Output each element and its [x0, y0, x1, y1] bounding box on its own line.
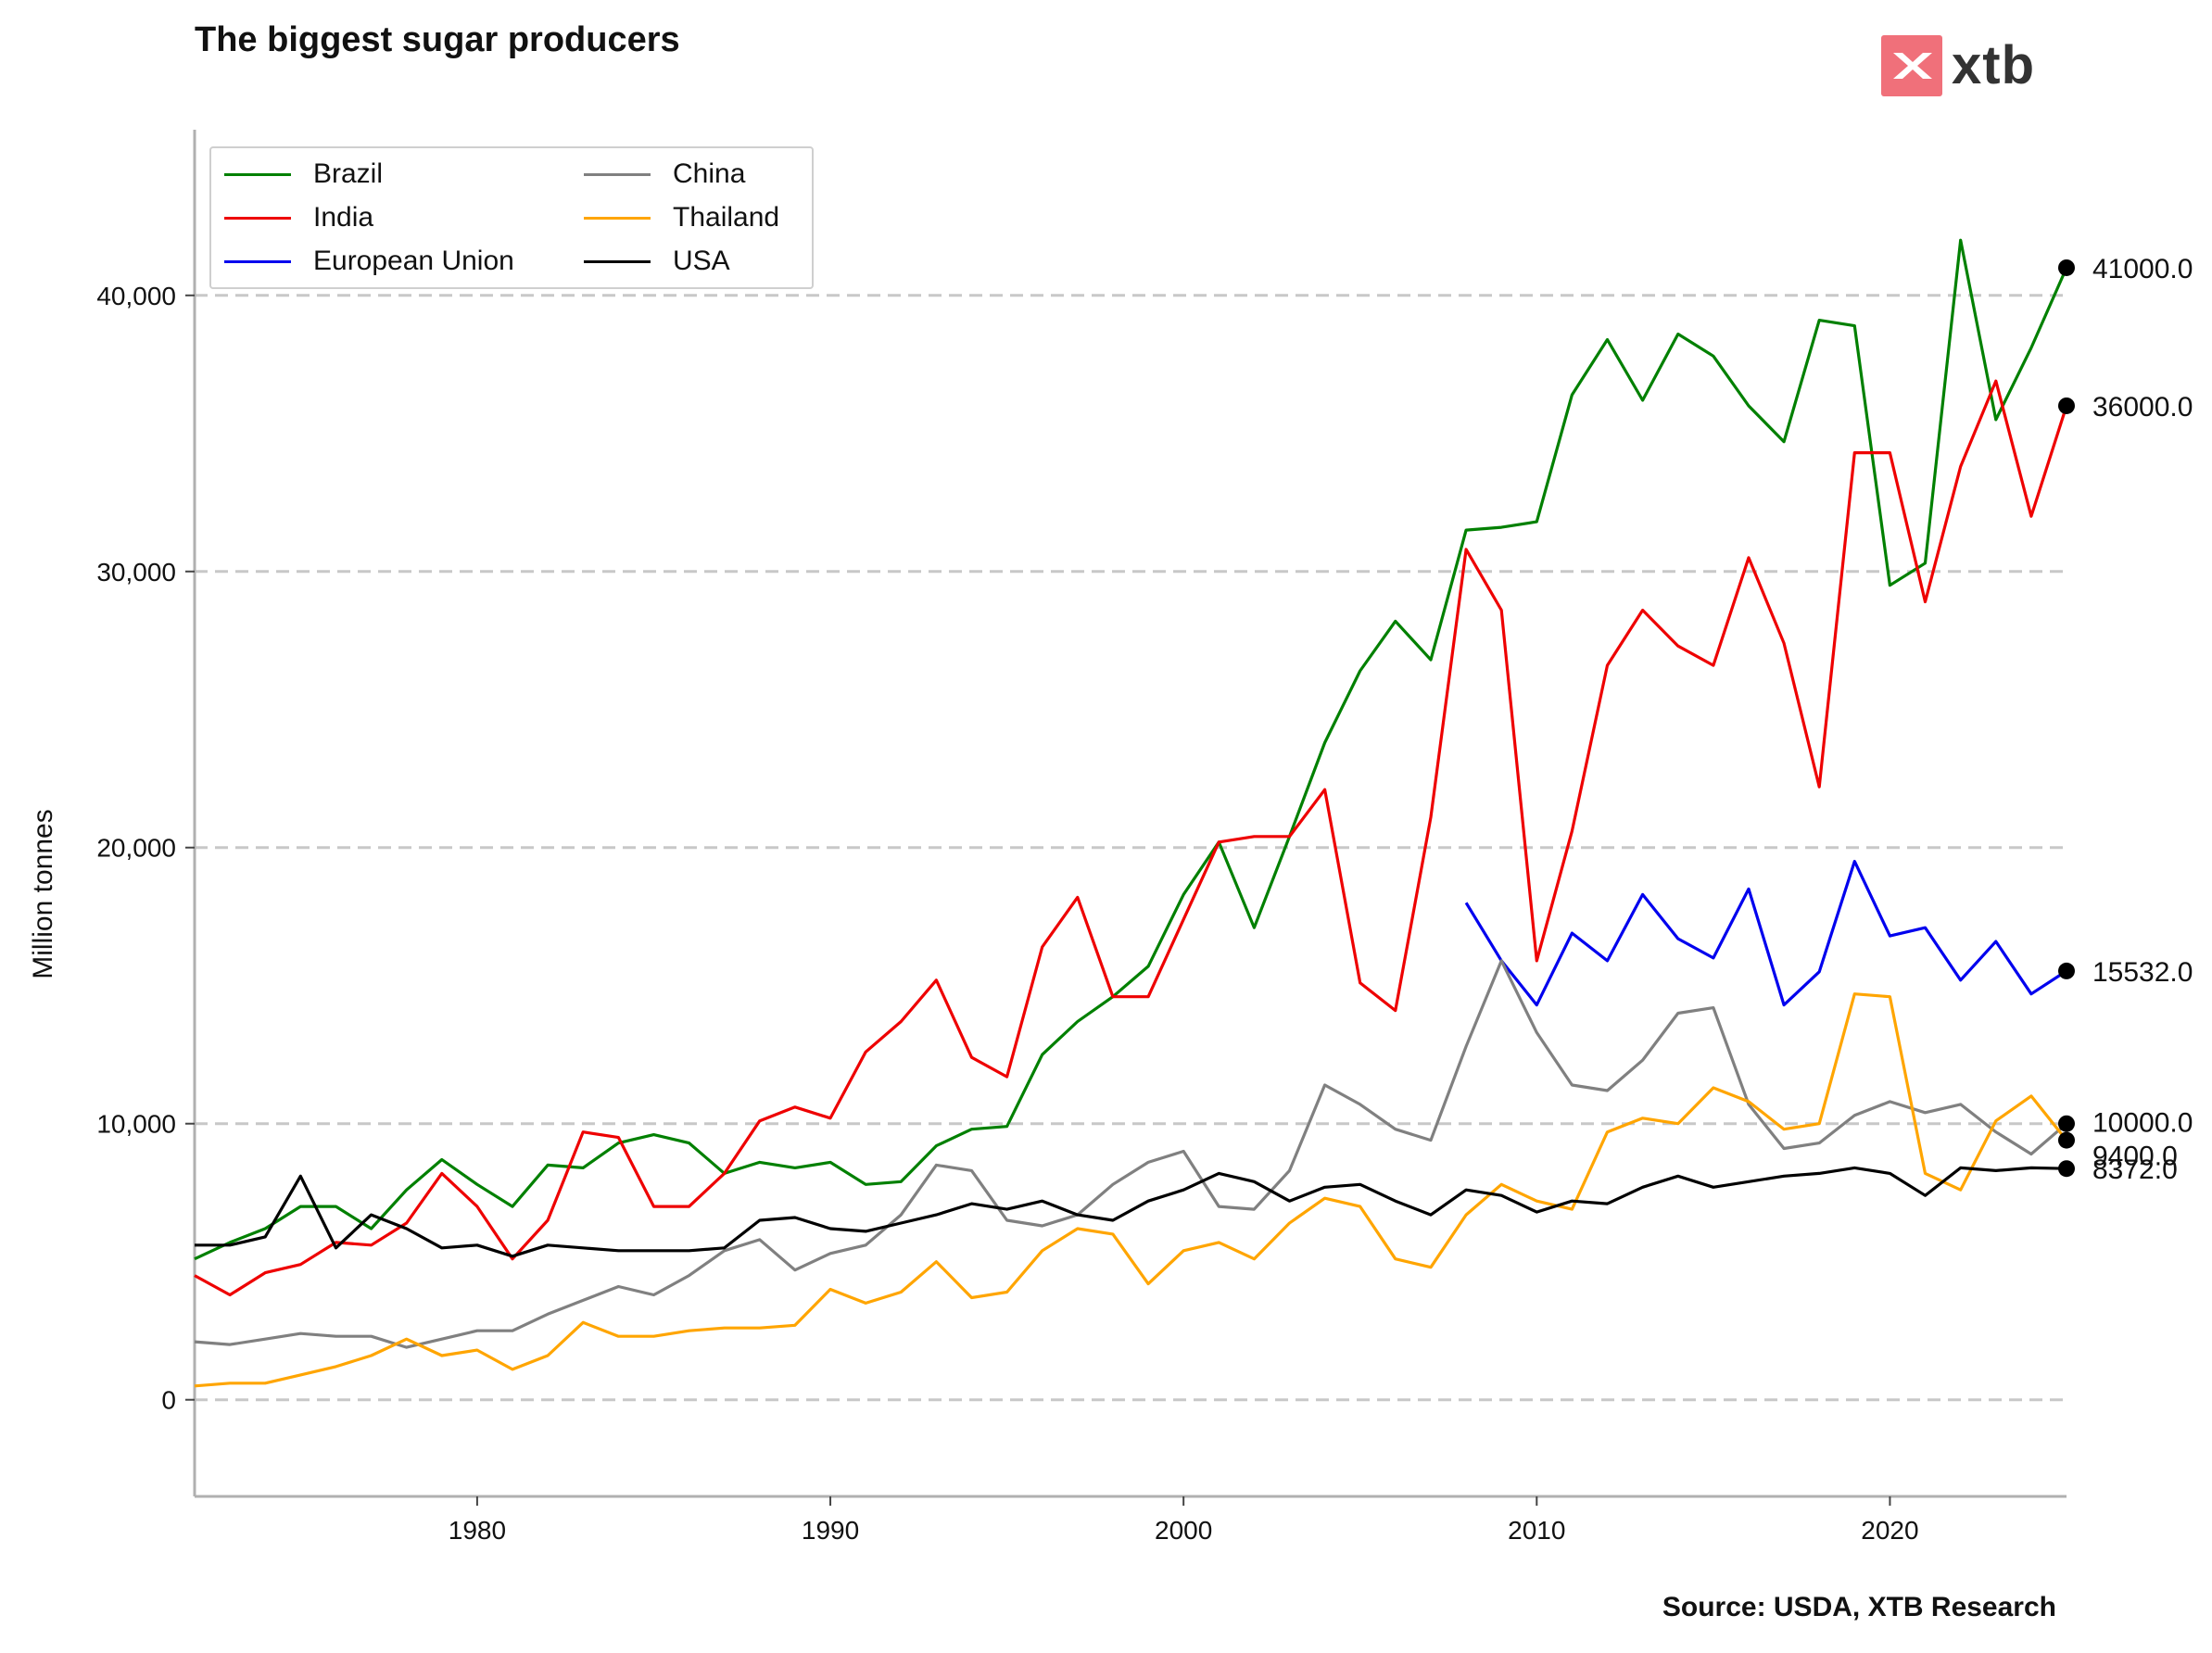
xtb-logo-icon [1881, 35, 1942, 96]
legend-item-european-union: European Union [224, 243, 514, 280]
x-tick-label-1980: 1980 [449, 1516, 506, 1545]
legend-label-china: China [673, 158, 746, 189]
legend-swatch-india [224, 216, 291, 220]
x-tick-label-1990: 1990 [802, 1516, 859, 1545]
xtb-logo: xtb [1881, 35, 2035, 96]
legend: Brazil India European Union China Thailand US… [209, 146, 814, 289]
end-label-european-union: 15532.0 [2092, 957, 2193, 988]
legend-item-china: China [584, 156, 745, 193]
legend-label-thailand: Thailand [673, 202, 780, 233]
legend-item-india: India [224, 199, 373, 236]
series-line-thailand [194, 992, 2068, 1388]
end-marker-european-union [2058, 962, 2075, 979]
series-line-india [194, 379, 2068, 1297]
series-lines [194, 238, 2068, 1388]
y-tick-label-30,000: 30,000 [96, 558, 176, 587]
series-line-european-union [1464, 859, 2067, 1007]
legend-label-usa: USA [673, 246, 730, 276]
end-label-brazil: 41000.0 [2092, 254, 2193, 284]
legend-label-brazil: Brazil [313, 158, 384, 189]
axes [193, 130, 2067, 1498]
y-tick-label-10,000: 10,000 [96, 1110, 176, 1139]
y-tick-label-0: 0 [161, 1386, 176, 1415]
series-line-usa [195, 1166, 2067, 1258]
source-note: Source: USDA, XTB Research [1662, 1592, 2056, 1622]
end-markers [2058, 259, 2075, 1178]
end-marker-brazil [2058, 259, 2075, 276]
y-tick-label-20,000: 20,000 [96, 834, 176, 863]
end-marker-china [2058, 1115, 2075, 1132]
legend-label-european-union: European Union [313, 246, 514, 276]
legend-item-usa: USA [584, 243, 730, 280]
end-label-usa: 8372.0 [2092, 1155, 2178, 1185]
end-label-india: 36000.0 [2092, 392, 2193, 423]
end-label-thailand: 9400.0 [2092, 1142, 2178, 1172]
legend-label-india: India [313, 202, 374, 233]
legend-swatch-thailand [584, 216, 651, 220]
grid-lines [195, 294, 2067, 1402]
end-marker-usa [2058, 1160, 2075, 1178]
chart-title: The biggest sugar producers [195, 20, 680, 59]
xtb-logo-text: xtb [1952, 35, 2035, 95]
x-tick-label-2010: 2010 [1508, 1516, 1565, 1545]
series-line-china [194, 959, 2068, 1349]
legend-swatch-european-union [224, 259, 291, 263]
x-axis-ticks: 1980 1990 2000 2010 2020 [449, 1496, 1919, 1545]
end-label-china: 10000.0 [2092, 1108, 2193, 1139]
legend-item-brazil: Brazil [224, 156, 383, 193]
legend-swatch-usa [584, 259, 651, 263]
x-tick-label-2000: 2000 [1155, 1516, 1212, 1545]
end-marker-india [2058, 397, 2075, 414]
y-axis-label: Million tonnes [28, 809, 58, 978]
legend-swatch-china [584, 172, 651, 176]
end-marker-thailand [2058, 1131, 2075, 1149]
y-axis-ticks: 0 10,000 20,000 30,000 40,000 [96, 282, 195, 1415]
series-line-brazil [194, 238, 2068, 1261]
y-tick-label-40,000: 40,000 [96, 282, 176, 310]
legend-swatch-brazil [224, 172, 291, 176]
legend-item-thailand: Thailand [584, 199, 779, 236]
x-tick-label-2020: 2020 [1861, 1516, 1918, 1545]
